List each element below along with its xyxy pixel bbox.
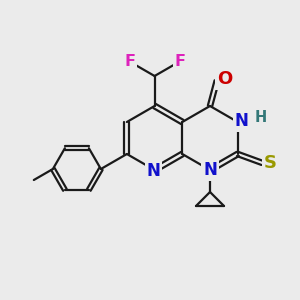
- Text: N: N: [203, 161, 217, 179]
- Text: F: F: [174, 55, 185, 70]
- Text: S: S: [264, 154, 277, 172]
- Text: F: F: [124, 55, 135, 70]
- Text: H: H: [255, 110, 267, 125]
- Text: N: N: [147, 162, 160, 180]
- Text: O: O: [217, 70, 232, 88]
- Text: N: N: [235, 112, 249, 130]
